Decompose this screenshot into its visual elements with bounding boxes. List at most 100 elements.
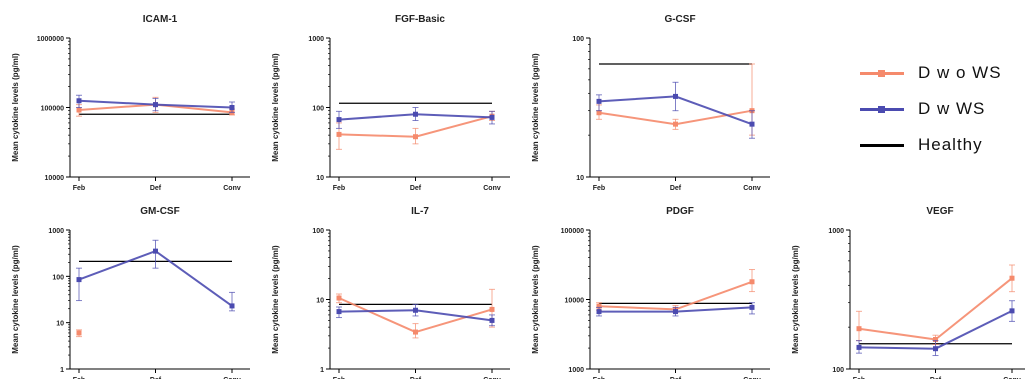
- chart-title: PDGF: [666, 206, 694, 217]
- data-point: [153, 102, 158, 108]
- y-axis-label: Mean cytokine levels (pg/ml): [531, 245, 540, 354]
- legend-label-healthy: Healthy: [918, 135, 983, 154]
- data-point: [749, 279, 755, 285]
- chart-panel-pdgf: PDGF Mean cytokine levels (pg/ml) 1000 1000…: [531, 206, 770, 379]
- y-tick-label: 10000: [565, 298, 585, 305]
- data-point: [229, 105, 235, 110]
- y-tick-label: 10000: [45, 175, 65, 182]
- x-tick-label: Feb: [853, 377, 865, 379]
- data-point: [413, 134, 418, 140]
- data-point: [413, 307, 418, 313]
- x-tick-label: Def: [930, 377, 942, 379]
- data-point: [1009, 275, 1015, 281]
- data-point: [76, 98, 82, 104]
- legend-item-healthy: Healthy: [860, 127, 1020, 163]
- data-point: [489, 317, 495, 323]
- series-d-w-o-ws: [856, 264, 1015, 346]
- legend-label-d-w-ws: D w WS: [918, 99, 986, 118]
- y-tick-label: 100: [572, 36, 584, 43]
- chart-title: GM-CSF: [140, 206, 179, 217]
- x-tick-label: Conv: [743, 377, 761, 379]
- series-d-w-ws: [856, 300, 1015, 357]
- x-tick-label: Feb: [593, 377, 605, 379]
- data-point: [336, 309, 342, 315]
- y-axis-label: Mean cytokine levels (pg/ml): [271, 53, 280, 162]
- x-tick-label: Def: [150, 377, 162, 379]
- x-tick-label: Conv: [223, 377, 241, 379]
- y-tick-label: 1000000: [37, 36, 64, 43]
- data-point: [413, 329, 418, 335]
- y-tick-label: 1000: [828, 228, 844, 235]
- data-point: [153, 248, 158, 254]
- x-tick-label: Def: [670, 377, 682, 379]
- data-point: [489, 306, 495, 312]
- y-tick-label: 100: [832, 367, 844, 374]
- data-point: [673, 93, 678, 99]
- y-tick-label: 100: [312, 106, 324, 113]
- legend-swatch-healthy: [860, 143, 904, 147]
- chart-title: ICAM-1: [143, 14, 178, 25]
- chart-title: G-CSF: [664, 14, 695, 25]
- x-tick-label: Def: [670, 185, 682, 192]
- legend-label-d-wo-ws: D w o WS: [918, 63, 1002, 82]
- data-point: [596, 110, 602, 116]
- y-axis-label: Mean cytokine levels (pg/ml): [531, 53, 540, 162]
- data-point: [336, 131, 342, 137]
- y-tick-label: 100: [312, 228, 324, 235]
- data-point: [596, 303, 602, 309]
- data-point: [76, 277, 82, 283]
- y-tick-label: 100: [52, 274, 64, 281]
- data-point: [76, 330, 82, 336]
- y-axis-label: Mean cytokine levels (pg/ml): [11, 53, 20, 162]
- x-tick-label: Conv: [483, 185, 501, 192]
- y-tick-label: 10: [316, 175, 324, 182]
- y-tick-label: 1: [320, 367, 324, 374]
- chart-title: IL-7: [411, 206, 429, 217]
- chart-panel-il-7: IL-7 Mean cytokine levels (pg/ml) 1 10 100 Fe…: [271, 206, 510, 379]
- x-tick-label: Conv: [483, 377, 501, 379]
- x-tick-label: Conv: [743, 185, 761, 192]
- y-axis-label: Mean cytokine levels (pg/ml): [11, 245, 20, 354]
- series-d-w-ws: [596, 81, 755, 139]
- y-tick-label: 10: [316, 298, 324, 305]
- chart-panel-fgf-basic: FGF-Basic Mean cytokine levels (pg/ml) 10 1…: [271, 14, 510, 192]
- x-tick-label: Feb: [73, 377, 85, 379]
- data-point: [673, 309, 678, 315]
- legend-swatch-d-wo-ws: [860, 69, 904, 77]
- series-d-w-ws: [336, 107, 495, 129]
- data-point: [749, 304, 755, 310]
- y-tick-label: 10: [576, 175, 584, 182]
- data-point: [933, 346, 938, 352]
- x-tick-label: Conv: [1003, 377, 1021, 379]
- data-point: [229, 303, 235, 309]
- x-tick-label: Conv: [223, 185, 241, 192]
- x-tick-label: Feb: [593, 185, 605, 192]
- y-axis-label: Mean cytokine levels (pg/ml): [791, 245, 800, 354]
- y-tick-label: 100000: [561, 228, 584, 235]
- data-point: [596, 309, 602, 315]
- x-tick-label: Def: [150, 185, 162, 192]
- data-point: [933, 337, 938, 343]
- x-tick-label: Feb: [333, 377, 345, 379]
- series-line: [858, 277, 1013, 341]
- data-point: [76, 107, 82, 113]
- data-point: [336, 117, 342, 123]
- y-tick-label: 1000: [568, 367, 584, 374]
- chart-panel-gm-csf: GM-CSF Mean cytokine levels (pg/ml) 1 10 100…: [11, 206, 250, 379]
- series-d-w-ws: [596, 302, 755, 317]
- data-point: [596, 98, 602, 104]
- x-tick-label: Feb: [73, 185, 85, 192]
- series-d-w-ws: [336, 303, 495, 327]
- chart-panel-g-csf: G-CSF Mean cytokine levels (pg/ml) 10 100 Fe…: [531, 14, 770, 192]
- y-tick-label: 1000: [308, 36, 324, 43]
- series-d-w-o-ws: [596, 269, 755, 314]
- data-point: [856, 344, 862, 350]
- data-point: [1009, 308, 1015, 314]
- data-point: [336, 295, 342, 301]
- chart-panel-vegf: VEGF Mean cytokine levels (pg/ml) 100 1000 F…: [791, 206, 1025, 379]
- legend-item-d-wo-ws: D w o WS: [860, 55, 1020, 91]
- data-point: [413, 111, 418, 117]
- chart-panel-icam-1: ICAM-1 Mean cytokine levels (pg/ml) 10000 1…: [11, 14, 250, 192]
- series-d-w-ws: [76, 94, 235, 113]
